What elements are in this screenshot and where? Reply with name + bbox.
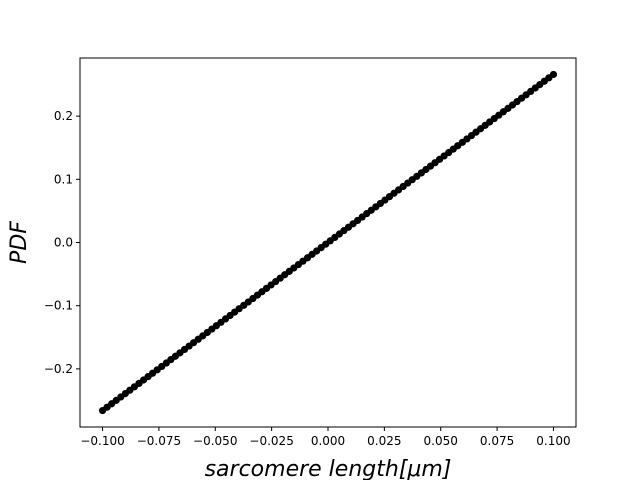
x-axis-ticks: −0.100 −0.075 −0.050 −0.025 0.000 0.025 0.050 0… — [80, 427, 571, 448]
x-axis-label: sarcomere length[μm] — [205, 457, 452, 480]
x-tick-label: 0.050 — [424, 434, 458, 448]
data-points-layer — [98, 70, 558, 415]
x-tick-label: 0.025 — [367, 434, 401, 448]
x-tick-label: 0.075 — [480, 434, 514, 448]
x-tick-label: −0.100 — [80, 434, 124, 448]
x-tick-label: 0.100 — [536, 434, 570, 448]
y-tick-label: −0.1 — [44, 299, 73, 313]
y-tick-label: 0.0 — [54, 236, 73, 250]
x-tick-label: 0.000 — [311, 434, 345, 448]
y-axis-ticks: −0.2 −0.1 0.0 0.1 0.2 — [44, 109, 80, 376]
x-tick-label: −0.025 — [249, 434, 293, 448]
y-axis-label: PDF — [7, 221, 32, 264]
y-tick-label: 0.2 — [54, 109, 73, 123]
y-tick-label: −0.2 — [44, 362, 73, 376]
y-tick-label: 0.1 — [54, 172, 73, 186]
x-tick-label: −0.050 — [193, 434, 237, 448]
x-tick-label: −0.075 — [137, 434, 181, 448]
data-point — [549, 70, 558, 79]
